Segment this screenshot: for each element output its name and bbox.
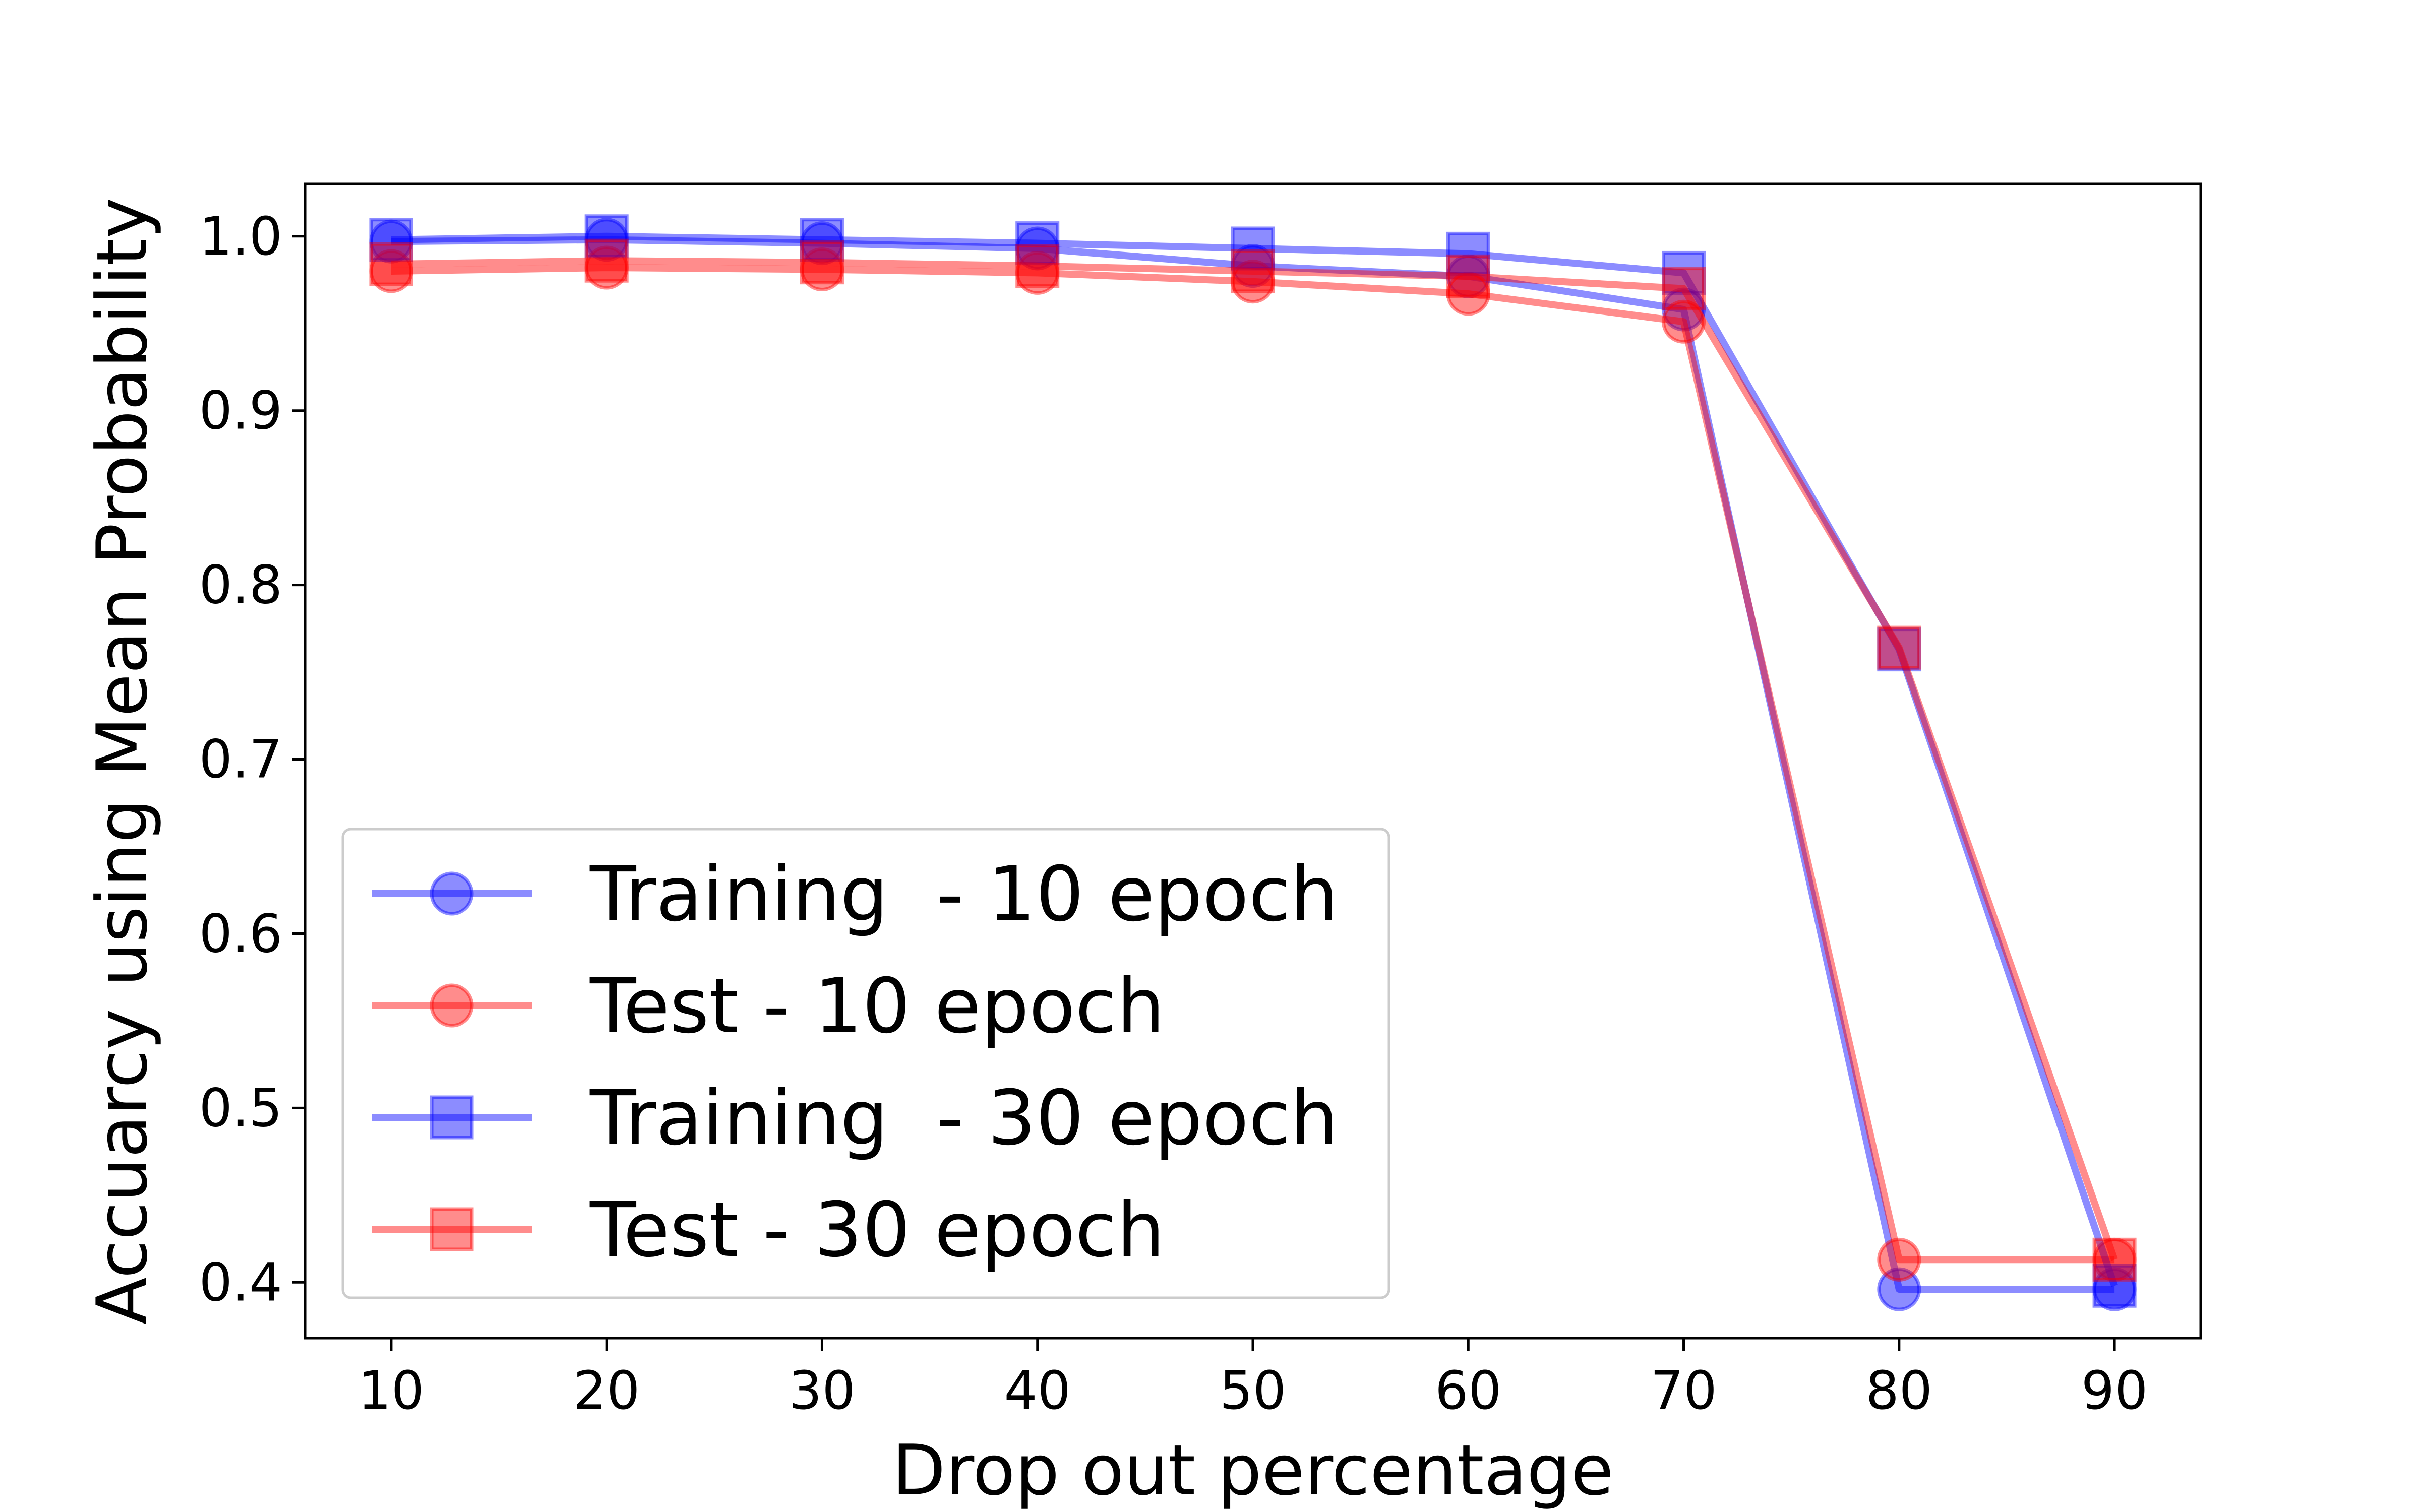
data-point [1662,267,1706,311]
legend-entry: Training - 10 epoch [372,851,1338,938]
data-point [1662,250,1706,295]
x-axis-label: Drop out percentage [892,1430,1613,1511]
legend-box [341,828,1390,1299]
data-point [584,218,629,262]
data-point [1662,287,1706,332]
data-point [1877,1237,1921,1282]
data-point [2092,1267,2137,1311]
data-point [584,238,629,283]
legend-entry: Training - 30 epoch [372,1075,1338,1162]
data-point [800,218,844,262]
y-tick-label: 0.5 [199,1077,282,1139]
data-point [369,242,413,286]
data-point [584,214,629,259]
data-point [1231,244,1275,288]
data-point [2092,1237,2137,1282]
series-line [391,232,2118,1287]
series-4 [369,238,2137,1282]
data-point [2092,1237,2137,1282]
legend-marker [430,871,474,916]
x-tick-label: 60 [1435,1360,1501,1421]
legend-label: Training - 10 epoch [589,851,1338,938]
y-tick-label: 1.0 [199,206,282,267]
legend-marker [430,1095,474,1140]
data-point [1877,1267,1921,1311]
y-tick-label: 0.4 [199,1251,282,1313]
data-point [800,247,844,292]
data-point [1015,244,1060,288]
legend-marker [430,1207,474,1251]
x-tick-label: 80 [1866,1360,1932,1421]
x-axis: 10 20 30 40 50 60 70 80 90 [358,1338,2148,1421]
series-line [391,257,2118,1261]
data-point [1231,260,1275,304]
y-axis: 0.4 0.5 0.6 0.7 0.8 0.9 1.0 [199,206,305,1313]
data-point [369,218,413,262]
data-point [369,249,413,293]
series-3 [369,214,2137,1308]
series-1 [369,218,2137,1311]
data-point [800,240,844,285]
data-point [584,245,629,290]
x-tick-label: 50 [1220,1360,1286,1421]
data-point [1446,254,1490,298]
legend-label: Test - 10 epoch [589,963,1165,1050]
data-point [1446,272,1490,316]
x-tick-label: 30 [789,1360,855,1421]
legend-label: Test - 30 epoch [589,1186,1165,1274]
data-point [1231,249,1275,293]
y-tick-label: 0.6 [199,903,282,964]
data-point [1877,625,1921,670]
data-point [800,221,844,266]
x-tick-label: 10 [358,1360,425,1421]
y-axis-label: Accuarcy using Mean Probability [82,198,163,1325]
y-tick-label: 0.7 [199,729,282,790]
data-point [1015,221,1060,266]
y-tick-label: 0.9 [199,380,282,442]
x-tick-label: 20 [573,1360,640,1421]
series-line [391,264,2115,1264]
series-layer [369,214,2137,1311]
y-tick-label: 0.8 [199,554,282,616]
legend: Training - 10 epoch Test - 10 epoch Traini… [341,828,1390,1299]
data-point [1231,226,1275,271]
data-point [1877,627,1921,672]
x-tick-label: 70 [1650,1360,1717,1421]
data-point [1015,250,1060,295]
data-point [1446,254,1490,298]
data-point [1662,299,1706,344]
x-tick-label: 40 [1004,1360,1071,1421]
data-point [369,219,413,264]
legend-entry: Test - 10 epoch [372,963,1165,1050]
series-2 [369,245,2137,1282]
data-point [2092,1264,2137,1308]
series-line [391,236,2115,1293]
legend-entry: Test - 30 epoch [372,1186,1165,1274]
x-tick-label: 90 [2081,1360,2148,1421]
data-point [1015,226,1060,271]
data-point [1446,231,1490,276]
legend-marker [430,983,474,1028]
legend-label: Training - 30 epoch [589,1075,1338,1162]
